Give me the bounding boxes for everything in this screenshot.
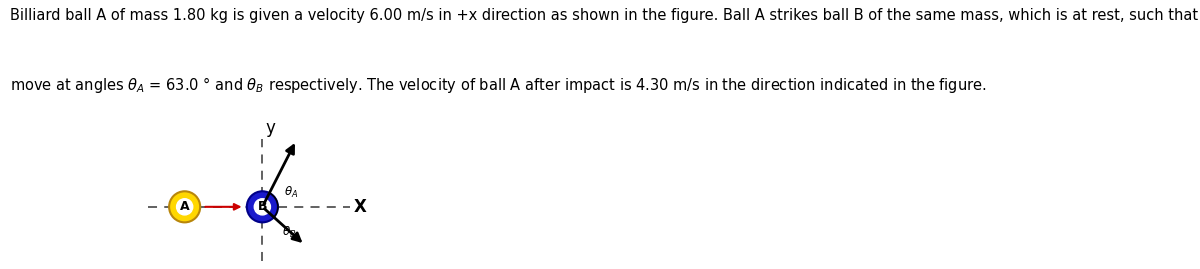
Text: $\theta_A$: $\theta_A$ — [284, 185, 299, 200]
Text: X: X — [354, 198, 366, 216]
Circle shape — [254, 199, 270, 215]
Text: move at angles $\theta_A$ = 63.0 ° and $\theta_B$ respectively. The velocity of : move at angles $\theta_A$ = 63.0 ° and $… — [10, 75, 986, 95]
Text: $\theta_B$: $\theta_B$ — [282, 224, 296, 240]
Circle shape — [247, 191, 278, 222]
Text: y: y — [265, 119, 275, 137]
Text: Billiard ball A of mass 1.80 kg is given a velocity 6.00 m/s in +x direction as : Billiard ball A of mass 1.80 kg is given… — [10, 8, 1200, 23]
Circle shape — [169, 191, 200, 222]
Circle shape — [176, 199, 193, 215]
Text: A: A — [180, 200, 190, 213]
Text: B: B — [258, 200, 268, 213]
